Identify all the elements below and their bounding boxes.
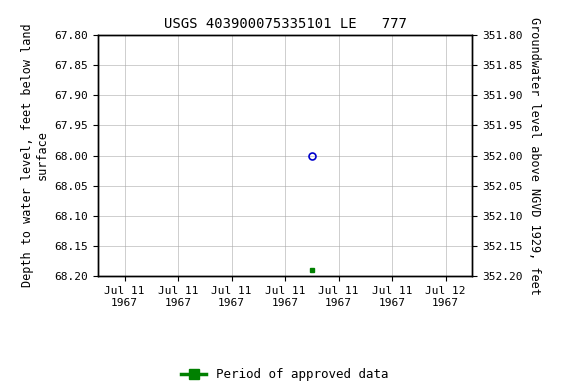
Title: USGS 403900075335101 LE   777: USGS 403900075335101 LE 777	[164, 17, 407, 31]
Legend: Period of approved data: Period of approved data	[176, 363, 394, 384]
Y-axis label: Groundwater level above NGVD 1929, feet: Groundwater level above NGVD 1929, feet	[528, 17, 541, 295]
Y-axis label: Depth to water level, feet below land
surface: Depth to water level, feet below land su…	[21, 24, 49, 287]
